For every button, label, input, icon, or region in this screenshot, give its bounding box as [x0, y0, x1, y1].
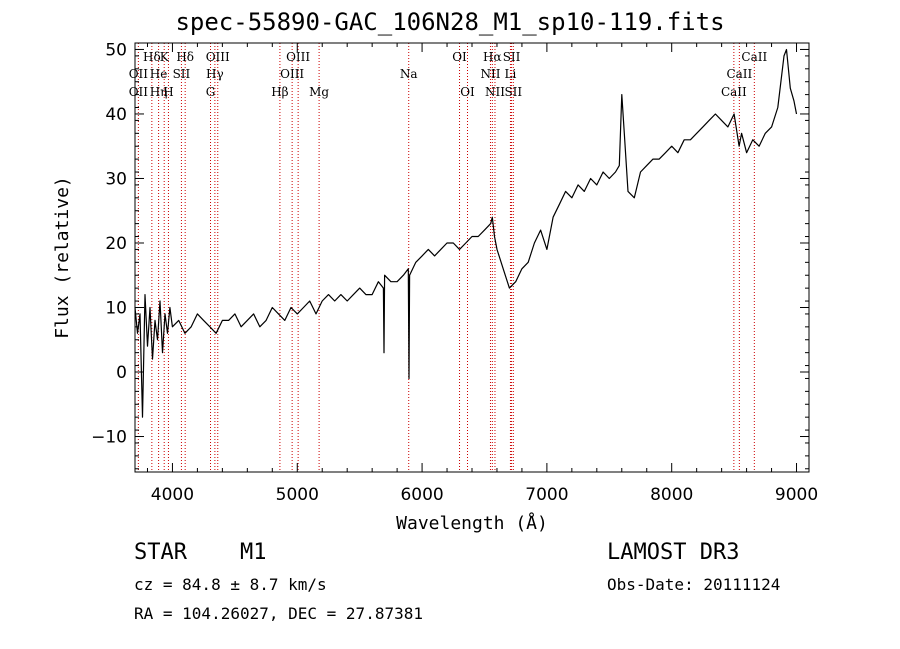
spectral-line-label: Hδ — [143, 50, 161, 64]
object-type: STAR — [134, 540, 187, 565]
spectral-line-label: Hδ — [176, 50, 194, 64]
spectral-line-label: Hα — [483, 50, 502, 64]
spectral-line-label: CaII — [721, 85, 747, 99]
spectral-line-label: Hη — [150, 85, 168, 99]
spectral-line-label: Li — [505, 67, 517, 81]
spectral-line-label: H — [163, 85, 173, 99]
spectral-line-label: G — [206, 85, 216, 99]
spectral-line-label: OIII — [280, 67, 304, 81]
y-tick-label: 50 — [105, 40, 127, 60]
plot-frame — [134, 42, 810, 473]
spectral-line-label: CaII — [726, 67, 752, 81]
redshift-cz: cz = 84.8 ± 8.7 km/s — [134, 575, 327, 594]
spectral-line-label: OIII — [206, 50, 230, 64]
spectral-line-label: He — [150, 67, 168, 81]
x-tick-label: 8000 — [650, 485, 693, 505]
spectral-line-label: Na — [400, 67, 418, 81]
spectral-line-label: K — [160, 50, 170, 64]
spectral-lines-layer — [137, 43, 755, 472]
spectral-line-label: OI — [460, 85, 475, 99]
y-tick-label: 0 — [116, 363, 127, 383]
y-axis-label: Flux (relative) — [52, 176, 73, 339]
x-tick-label: 5000 — [276, 485, 319, 505]
x-tick-label: 4000 — [151, 485, 194, 505]
spectral-line-label: SII — [503, 50, 521, 64]
chart-title: spec-55890-GAC_106N28_M1_sp10-119.fits — [175, 8, 725, 36]
spectral-line-label: SII — [504, 85, 522, 99]
spectrum-line — [134, 48, 798, 418]
observation-date: Obs-Date: 20111124 — [607, 575, 781, 594]
axes-layer: 4000 5000 6000 7000 8000 9000 −10 0 10 20 30 40 50 Wa… — [52, 40, 818, 534]
spectral-line-label: NII — [480, 67, 500, 81]
spectral-line-label: CaII — [741, 50, 767, 64]
y-tick-label: 40 — [105, 105, 127, 125]
y-tick-label: 20 — [105, 234, 127, 254]
spectral-line-label: OII — [129, 67, 149, 81]
spectral-line-label: OI — [452, 50, 467, 64]
y-tick-label: −10 — [91, 428, 127, 448]
spectral-line-label: Hγ — [206, 67, 224, 81]
spectral-line-label: SII — [173, 67, 191, 81]
spectral-line-label: Hβ — [271, 85, 288, 99]
y-tick-label: 30 — [105, 169, 127, 189]
coordinates: RA = 104.26027, DEC = 27.87381 — [134, 604, 423, 623]
y-tick-label: 10 — [105, 298, 127, 318]
spectral-line-label: OII — [129, 85, 149, 99]
spectral-line-label: NII — [485, 85, 505, 99]
object-subclass: M1 — [240, 540, 267, 565]
x-tick-label: 6000 — [400, 485, 443, 505]
x-tick-label: 9000 — [775, 485, 818, 505]
spectral-line-label: Mg — [309, 85, 329, 99]
x-axis-label: Wavelength (Å) — [396, 512, 548, 534]
spectrum-layer — [134, 48, 798, 418]
spectral-line-label: OIII — [286, 50, 310, 64]
x-tick-label: 7000 — [525, 485, 568, 505]
survey-name: LAMOST DR3 — [607, 540, 740, 565]
